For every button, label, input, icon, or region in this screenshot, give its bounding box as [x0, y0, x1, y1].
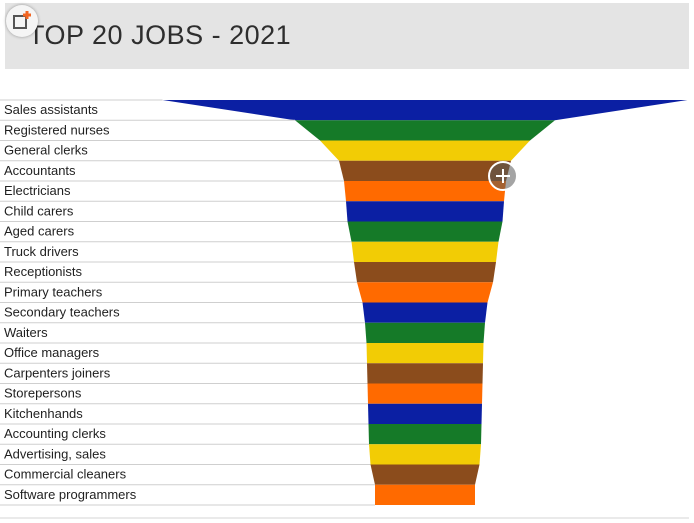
funnel-segment — [344, 181, 506, 202]
funnel-segment — [370, 464, 480, 485]
funnel-segment — [367, 383, 483, 404]
category-label: Truck drivers — [4, 244, 79, 259]
funnel-segment — [354, 262, 496, 283]
category-label: Commercial cleaners — [4, 467, 127, 482]
chart-header: TOP 20 JOBS - 2021 — [5, 3, 689, 69]
category-label: General clerks — [4, 143, 88, 158]
category-label: Office managers — [4, 345, 100, 360]
funnel-segment — [375, 484, 475, 505]
category-label: Waiters — [4, 325, 48, 340]
funnel-segment — [367, 363, 483, 384]
funnel-segment — [362, 302, 488, 323]
funnel-segment — [346, 201, 504, 222]
funnel-segment — [162, 100, 688, 121]
share-icon-graphic — [13, 11, 31, 29]
funnel-segment — [295, 120, 555, 141]
funnel-segment — [369, 444, 481, 465]
funnel-segment — [365, 322, 485, 343]
funnel-segment — [368, 424, 482, 445]
category-label: Registered nurses — [4, 122, 110, 137]
funnel-segment — [366, 343, 484, 364]
category-label: Accounting clerks — [4, 426, 106, 441]
category-label: Secondary teachers — [4, 305, 120, 320]
category-label: Software programmers — [4, 487, 137, 502]
category-label: Storepersons — [4, 386, 82, 401]
zoom-in-icon-graphic — [496, 169, 510, 183]
category-label: Aged carers — [4, 224, 75, 239]
category-label: Primary teachers — [4, 284, 103, 299]
category-label: Kitchenhands — [4, 406, 83, 421]
funnel-segment — [339, 160, 511, 181]
funnel-segment — [320, 140, 530, 161]
funnel-segment — [357, 282, 493, 303]
funnel-segment — [351, 241, 499, 262]
category-label: Receptionists — [4, 264, 83, 279]
share-icon[interactable] — [6, 5, 38, 37]
zoom-in-icon[interactable] — [488, 161, 518, 191]
category-label: Advertising, sales — [4, 446, 106, 461]
chart-title: TOP 20 JOBS - 2021 — [28, 20, 292, 50]
category-label: Sales assistants — [4, 102, 98, 117]
funnel-segment — [368, 403, 482, 424]
funnel-segment — [347, 221, 503, 242]
category-label: Carpenters joiners — [4, 365, 111, 380]
category-label: Electricians — [4, 183, 71, 198]
category-label: Child carers — [4, 203, 74, 218]
category-label: Accountants — [4, 163, 76, 178]
